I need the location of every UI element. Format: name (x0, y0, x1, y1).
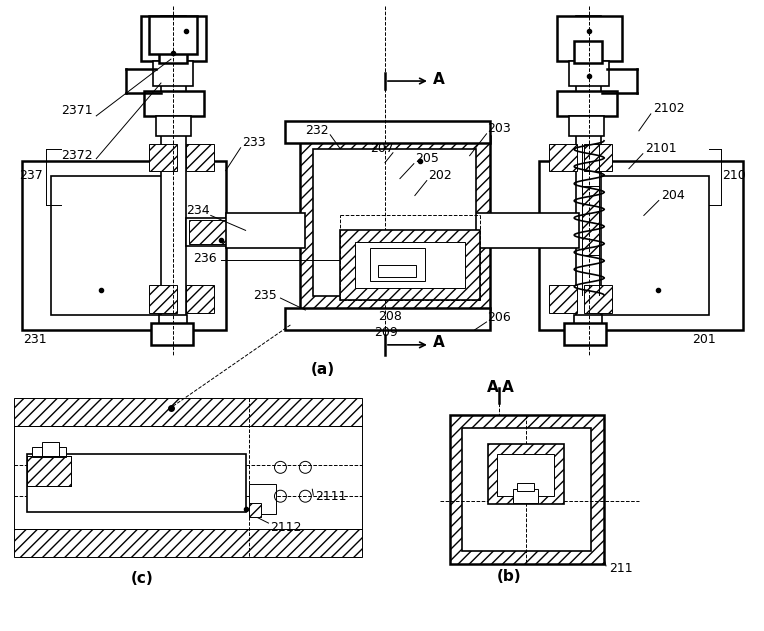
Bar (286, 308, 490, 330)
Text: 233: 233 (243, 136, 266, 150)
Bar (27, 456, 71, 487)
Bar (549, 144, 577, 170)
Bar (575, 315, 602, 331)
Bar (186, 218, 340, 246)
Text: 2102: 2102 (652, 102, 685, 115)
Bar (31, 447, 66, 457)
Bar (461, 428, 591, 551)
Text: 232: 232 (306, 124, 329, 138)
Bar (286, 121, 490, 143)
Bar (340, 230, 480, 300)
Bar (557, 16, 622, 61)
Bar (156, 116, 191, 136)
Bar (569, 61, 609, 86)
Text: A: A (487, 380, 498, 395)
Bar (557, 91, 617, 116)
Text: 205: 205 (415, 152, 439, 165)
Bar (599, 175, 708, 315)
Bar (159, 41, 187, 63)
Bar (153, 61, 193, 86)
Bar (497, 454, 554, 496)
Text: 202: 202 (428, 169, 452, 182)
Bar (225, 213, 306, 248)
Text: 231: 231 (24, 333, 47, 346)
Bar (27, 454, 245, 512)
Bar (487, 444, 564, 504)
Text: 2372: 2372 (61, 149, 93, 162)
Text: 203: 203 (487, 122, 511, 135)
Text: 207: 207 (370, 142, 394, 155)
Bar (313, 149, 475, 296)
Text: 201: 201 (691, 333, 715, 346)
Bar (549, 285, 577, 313)
Text: 211: 211 (609, 562, 633, 575)
Bar (517, 483, 534, 491)
Bar (189, 220, 227, 244)
Text: 235: 235 (254, 288, 277, 302)
Bar (355, 242, 465, 288)
Bar (151, 323, 193, 345)
Text: 2112: 2112 (270, 521, 302, 534)
Bar (159, 315, 187, 331)
Bar (141, 16, 206, 61)
Bar (582, 186, 599, 256)
Bar (378, 265, 416, 277)
Bar (41, 442, 60, 456)
Bar (513, 489, 539, 503)
Bar (149, 144, 177, 170)
Bar (27, 456, 71, 487)
Bar (51, 175, 166, 315)
Text: (c): (c) (131, 571, 154, 586)
Text: A: A (432, 71, 445, 86)
Bar (576, 16, 601, 345)
Bar (248, 503, 261, 517)
Bar (450, 415, 604, 564)
Bar (144, 91, 204, 116)
Text: 209: 209 (374, 326, 398, 339)
Bar (584, 285, 612, 313)
Bar (569, 116, 604, 136)
Bar (539, 161, 743, 330)
Text: 204: 204 (661, 189, 685, 202)
Bar (186, 285, 214, 313)
Text: A: A (432, 336, 445, 350)
Bar (300, 136, 490, 310)
Bar (370, 248, 425, 281)
Bar (14, 398, 362, 425)
Bar (584, 144, 612, 170)
Text: 208: 208 (378, 310, 402, 324)
Bar (248, 484, 277, 514)
Bar (14, 529, 362, 557)
Bar (161, 16, 186, 345)
Bar (575, 41, 602, 63)
Bar (21, 161, 225, 330)
Bar (186, 144, 214, 170)
Text: 234: 234 (186, 204, 209, 217)
Text: A: A (501, 380, 513, 395)
Text: 2371: 2371 (61, 104, 93, 117)
Text: 206: 206 (487, 312, 511, 324)
Text: 237: 237 (20, 169, 44, 182)
Text: (b): (b) (497, 569, 521, 584)
Text: 236: 236 (193, 252, 216, 265)
Bar (149, 16, 197, 54)
Text: 2101: 2101 (645, 142, 676, 155)
Text: 210: 210 (723, 169, 746, 182)
Bar (149, 285, 177, 313)
Text: 2111: 2111 (316, 490, 347, 503)
Bar (470, 213, 579, 248)
Text: (a): (a) (310, 362, 335, 377)
Bar (564, 323, 606, 345)
Bar (14, 425, 362, 529)
